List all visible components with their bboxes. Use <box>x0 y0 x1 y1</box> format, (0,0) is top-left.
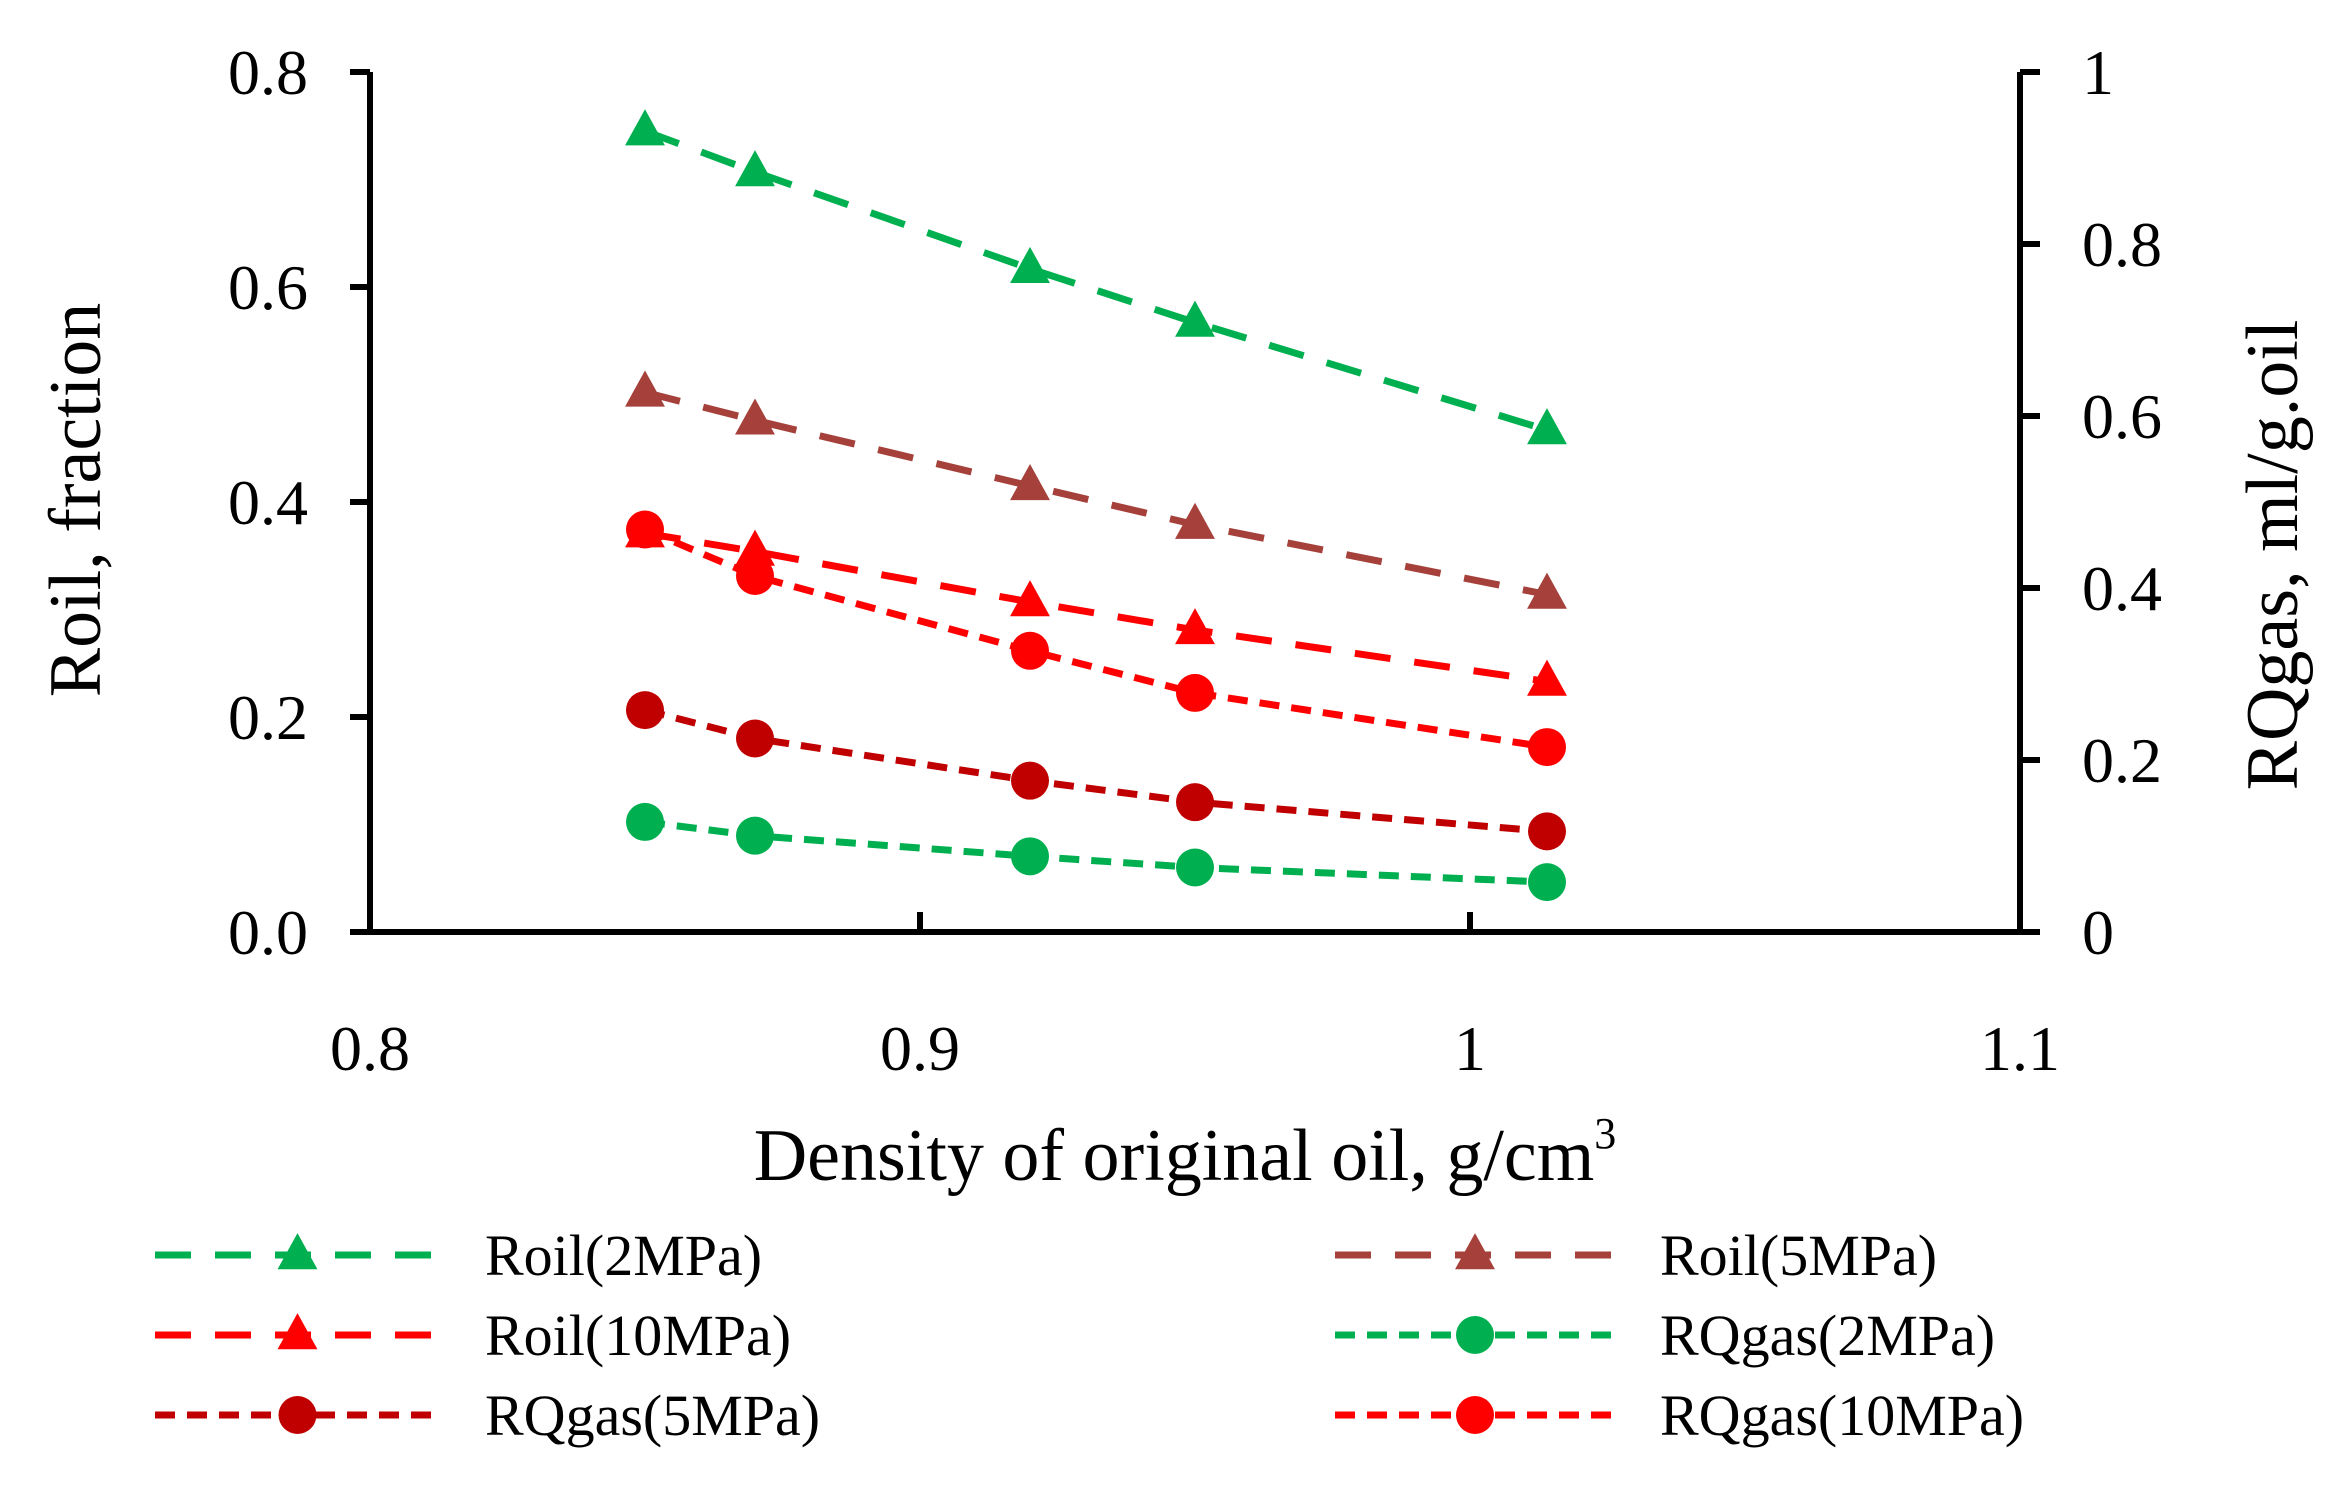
legend-marker-rqgas-5mpa <box>278 1396 317 1434</box>
y-left-tick-label: 0.8 <box>228 37 308 108</box>
legend-marker-rqgas-2mpa <box>1456 1316 1494 1354</box>
x-axis-title: Density of original oil, g/cm3 <box>754 1109 1617 1197</box>
data-point-rqgas-5mpa <box>1011 761 1049 800</box>
x-axis-title-superscript: 3 <box>1594 1109 1616 1158</box>
data-point-rqgas-2mpa <box>736 816 774 855</box>
data-point-rqgas-2mpa <box>626 802 664 841</box>
y-right-tick-label: 1 <box>2082 37 2114 108</box>
legend-label-roil-10mpa: Roil(10MPa) <box>485 1303 791 1368</box>
series-line-rqgas-5mpa <box>644 706 1548 835</box>
data-point-rqgas-2mpa <box>1176 848 1214 887</box>
data-point-roil-5mpa <box>1527 572 1567 609</box>
data-point-roil-2mpa <box>1175 300 1215 337</box>
y-right-axis-title: RQgas, ml/g.oil <box>2232 320 2314 791</box>
legend-marker-roil-2mpa <box>277 1233 318 1270</box>
data-point-roil-10mpa <box>735 529 775 566</box>
data-point-roil-5mpa <box>735 398 775 435</box>
legend-marker-rqgas-10mpa <box>1456 1396 1494 1434</box>
y-left-axis-title: Roil, fraction <box>35 303 117 698</box>
series-line-roil-10mpa <box>644 529 1548 685</box>
x-tick-label: 1.1 <box>1980 1013 2060 1084</box>
x-tick-label: 0.8 <box>330 1013 410 1084</box>
x-axis-title-text: Density of original oil, g/cm <box>754 1115 1595 1197</box>
x-tick-label: 1 <box>1454 1013 1486 1084</box>
data-point-roil-10mpa <box>1010 580 1050 617</box>
legend: Roil(2MPa) Roil(5MPa) Roil(10MPa) RQgas(2MP… <box>155 1223 2024 1448</box>
series-line-rqgas-2mpa <box>644 818 1548 886</box>
y-right-tick-label: 0.4 <box>2082 553 2162 624</box>
data-point-roil-5mpa <box>1175 502 1215 539</box>
data-point-roil-5mpa <box>625 370 665 407</box>
data-point-rqgas-5mpa <box>1528 812 1566 851</box>
tick-labels: 0.0 0.2 0.4 0.6 0.8 0 0.2 0.4 0.6 0.8 1 0.8 0.9 1 1.1 <box>228 37 2162 1084</box>
y-left-tick-label: 0.0 <box>228 897 308 968</box>
data-point-rqgas-5mpa <box>1176 783 1214 822</box>
data-point-rqgas-10mpa <box>1176 673 1214 712</box>
data-point-rqgas-10mpa <box>736 556 774 595</box>
data-point-rqgas-2mpa <box>1528 863 1566 902</box>
data-point-roil-10mpa <box>1527 659 1567 696</box>
y-right-tick-label: 0 <box>2082 897 2114 968</box>
y-right-tick-label: 0.2 <box>2082 725 2162 796</box>
y-left-tick-label: 0.6 <box>228 252 308 323</box>
legend-label-roil-2mpa: Roil(2MPa) <box>485 1223 762 1288</box>
data-point-rqgas-10mpa <box>1528 728 1566 767</box>
data-point-roil-2mpa <box>625 109 665 146</box>
legend-label-rqgas-5mpa: RQgas(5MPa) <box>485 1383 820 1448</box>
data-point-roil-2mpa <box>1010 246 1050 283</box>
data-point-rqgas-5mpa <box>626 691 664 730</box>
y-right-tick-label: 0.8 <box>2082 209 2162 280</box>
data-point-rqgas-10mpa <box>626 510 664 549</box>
series-line-roil-2mpa <box>643 127 1549 434</box>
data-point-roil-5mpa <box>1010 464 1050 501</box>
plot-lines <box>643 127 1549 886</box>
legend-label-rqgas-2mpa: RQgas(2MPa) <box>1660 1303 1995 1368</box>
data-point-rqgas-10mpa <box>1011 631 1049 670</box>
legend-label-rqgas-10mpa: RQgas(10MPa) <box>1660 1383 2024 1448</box>
legend-marker-roil-10mpa <box>277 1313 318 1350</box>
plot-markers <box>625 109 1567 902</box>
y-left-tick-label: 0.4 <box>228 467 308 538</box>
data-point-roil-10mpa <box>1175 608 1215 645</box>
axes <box>350 69 2040 935</box>
legend-marker-roil-5mpa <box>1455 1233 1495 1270</box>
x-tick-label: 0.9 <box>880 1013 960 1084</box>
data-point-roil-2mpa <box>735 150 775 187</box>
legend-label-roil-5mpa: Roil(5MPa) <box>1660 1223 1937 1288</box>
series-line-rqgas-10mpa <box>643 526 1548 751</box>
y-right-tick-label: 0.6 <box>2082 381 2162 452</box>
data-point-rqgas-5mpa <box>736 719 774 758</box>
data-point-rqgas-2mpa <box>1011 837 1049 876</box>
y-left-tick-label: 0.2 <box>228 682 308 753</box>
series-line-roil-5mpa <box>644 389 1548 598</box>
data-point-roil-2mpa <box>1527 408 1567 445</box>
